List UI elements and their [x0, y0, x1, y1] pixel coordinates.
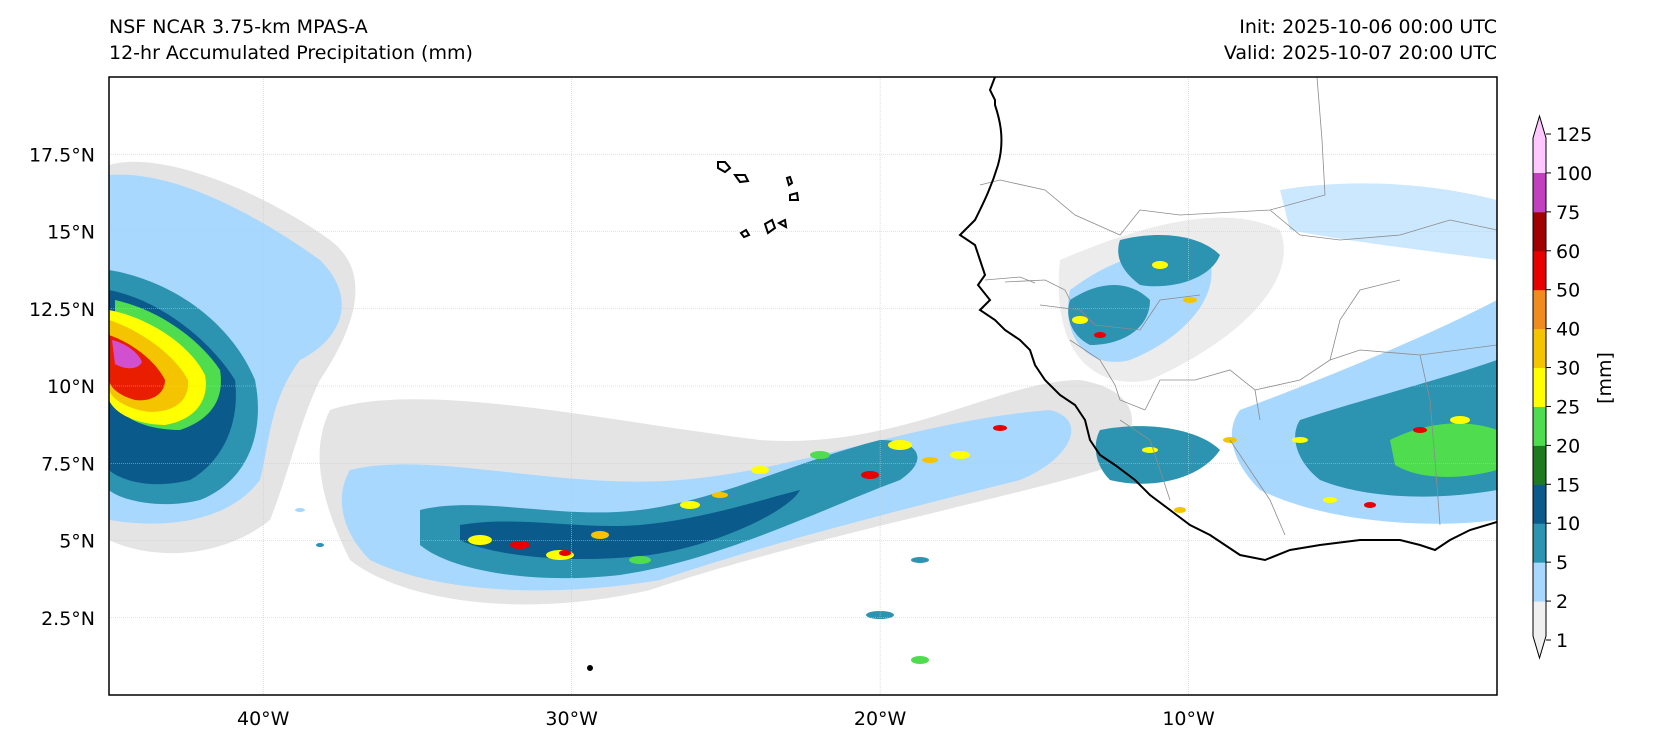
precip-area-light-blue — [1280, 183, 1497, 260]
lon-tick-label: 10°W — [1162, 708, 1215, 730]
coastline-cape-verde — [789, 191, 800, 201]
colorbar-swatch — [1533, 172, 1546, 213]
coastline-cape-verde — [717, 161, 732, 174]
precip-area-green — [1390, 423, 1497, 477]
lon-tick-label: 20°W — [854, 708, 907, 730]
lat-tick-label: 12.5°N — [29, 299, 95, 321]
colorbar-tick-label: 30 — [1556, 358, 1580, 380]
colorbar-swatch — [1533, 406, 1546, 446]
border-line — [1119, 419, 1171, 501]
colorbar-label: [mm] — [1594, 352, 1616, 404]
country-borders — [979, 77, 1497, 536]
colorbar-swatch — [1533, 445, 1546, 485]
border-line — [1419, 354, 1441, 526]
precip-area-dark-blue — [460, 490, 800, 560]
border-line — [1004, 279, 1071, 301]
lat-tick-label: 15°N — [47, 222, 95, 244]
colorbar-swatch — [1533, 367, 1546, 407]
colorbar-swatch — [1533, 328, 1546, 369]
border-line — [984, 276, 1036, 284]
colorbar-tick-label: 25 — [1556, 396, 1580, 418]
lat-tick-label: 2.5°N — [41, 608, 95, 630]
colorbar-swatch — [1533, 601, 1546, 658]
colorbar-tick-label: 60 — [1556, 241, 1580, 263]
colorbar-tick-label: 15 — [1556, 474, 1580, 496]
title-right: Init: 2025-10-06 00:00 UTC Valid: 2025-1… — [1224, 14, 1497, 66]
map-frame — [108, 76, 1498, 696]
valid-time: Valid: 2025-10-07 20:00 UTC — [1223, 42, 1497, 64]
border-line — [979, 77, 1326, 236]
longitude-ticks: 40°W 30°W 20°W 10°W — [237, 708, 1215, 730]
border-line — [1069, 339, 1146, 411]
colorbar-tick-label: 10 — [1556, 513, 1580, 535]
border-line — [1039, 294, 1201, 331]
colorbar-tick-label: 5 — [1556, 552, 1568, 574]
coastline-cape-verde — [739, 228, 751, 239]
coastline-cape-verde — [733, 174, 750, 184]
colorbar-swatch — [1533, 289, 1546, 330]
coastline-cape-verde — [785, 175, 794, 187]
precip-area-teal — [1068, 285, 1150, 345]
lat-tick-label: 7.5°N — [41, 453, 95, 475]
latitude-ticks: 2.5°N 5°N 7.5°N 10°N 12.5°N 15°N 17.5°N — [29, 144, 95, 630]
coastline — [587, 77, 1497, 671]
colorbar-swatch — [1533, 250, 1546, 291]
precip-area-teal — [1095, 426, 1220, 484]
map-area — [109, 77, 1497, 695]
precip-area-magenta — [112, 340, 142, 369]
coastline-west-africa — [958, 77, 1497, 562]
colorbar-tick-label: 100 — [1556, 163, 1592, 185]
colorbar-tick-label: 75 — [1556, 202, 1580, 224]
colorbar-swatch — [1533, 116, 1546, 173]
lon-tick-label: 30°W — [545, 708, 598, 730]
colorbar-swatch — [1533, 211, 1546, 252]
colorbar-tick-label: 125 — [1556, 124, 1592, 146]
convective-cells — [295, 261, 1470, 664]
border-line — [1329, 279, 1401, 361]
lat-tick-label: 10°N — [47, 376, 95, 398]
precip-area-teal — [1118, 235, 1220, 287]
colorbar-tick-label: 2 — [1556, 591, 1568, 613]
colorbar-outline — [1532, 114, 1547, 660]
field-title: 12-hr Accumulated Precipitation (mm) — [109, 42, 473, 64]
border-line — [1229, 439, 1286, 536]
coastline-cape-verde — [776, 218, 788, 229]
lat-tick-label: 5°N — [59, 531, 95, 553]
init-time: Init: 2025-10-06 00:00 UTC — [1239, 16, 1497, 38]
border-line — [1144, 369, 1261, 421]
colorbar-tick-label: 1 — [1556, 630, 1568, 652]
colorbar-tick-label: 20 — [1556, 435, 1580, 457]
colorbar-tick-label: 40 — [1556, 319, 1580, 341]
lat-tick-label: 17.5°N — [29, 144, 95, 166]
precipitation-field — [109, 161, 1497, 664]
colorbar-swatch — [1533, 523, 1546, 563]
border-line — [1254, 344, 1497, 391]
title-left: NSF NCAR 3.75-km MPAS-A 12-hr Accumulate… — [109, 14, 473, 66]
lon-tick-label: 40°W — [237, 708, 290, 730]
border-line — [1269, 209, 1497, 241]
colorbar-tick-label: 50 — [1556, 280, 1580, 302]
model-title: NSF NCAR 3.75-km MPAS-A — [109, 16, 368, 38]
colorbar-swatch — [1533, 562, 1546, 602]
coastline-cape-verde — [763, 218, 777, 235]
gridlines — [109, 77, 1497, 695]
colorbar-swatch — [1533, 484, 1546, 524]
